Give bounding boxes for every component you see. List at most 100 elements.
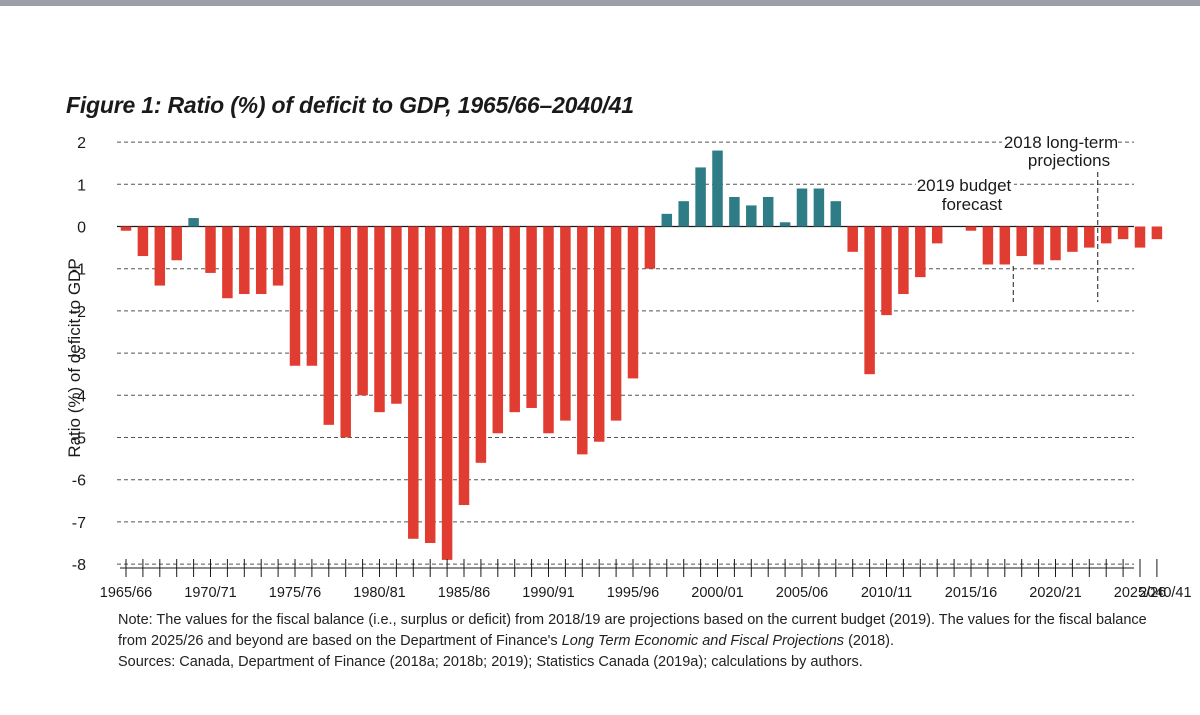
bar [306, 226, 318, 366]
bar [965, 226, 977, 231]
x-tick-label: 1980/81 [353, 585, 405, 601]
bar [610, 226, 622, 421]
bar [1016, 226, 1027, 257]
bar [391, 226, 402, 404]
annotation-bg [916, 172, 1014, 214]
bar [255, 226, 267, 295]
note-suffix: (2018). [844, 633, 895, 649]
y-tick-label: -8 [72, 557, 86, 574]
bar [424, 226, 436, 543]
budget-forecast-label: forecast [942, 195, 1003, 214]
bar [729, 196, 740, 227]
bar [408, 226, 419, 539]
note-text: Note: The values for the fiscal balance … [118, 610, 1148, 652]
bar [678, 201, 689, 227]
bar [1117, 226, 1129, 240]
bar [695, 167, 706, 227]
x-tick-label: 1990/91 [522, 585, 574, 601]
long-term-projections-label: projections [1028, 151, 1110, 170]
y-tick-label: 0 [77, 220, 86, 237]
label-layer: 2 1 0 -1 -2 -3 -4 -5 -6 -7 -8 Ratio (%) of deficit … [65, 130, 1192, 601]
y-axis-title: Ratio (%) of deficit to GDP [65, 258, 84, 457]
bar [1033, 226, 1044, 265]
bar [577, 226, 588, 455]
bar [712, 150, 723, 227]
bar [796, 188, 808, 227]
bar [1084, 226, 1095, 248]
bar [830, 201, 842, 227]
bar [323, 226, 335, 425]
bar [1134, 226, 1146, 248]
y-tick-label: -6 [72, 473, 86, 490]
y-tick-label: -7 [72, 515, 86, 532]
bar [543, 226, 554, 434]
bar [779, 222, 791, 227]
bar [475, 226, 487, 463]
bar [762, 196, 774, 227]
bar [864, 226, 875, 375]
y-tick-label: -2 [72, 304, 86, 321]
y-tick-label: -3 [72, 346, 86, 363]
figure-title: Figure 1: Ratio (%) of deficit to GDP, 1… [66, 92, 634, 118]
figure-note: Note: The values for the fiscal balance … [118, 610, 1148, 673]
y-tick-label: -1 [72, 262, 86, 279]
x-tick-label: 2015/16 [945, 585, 997, 601]
bar [931, 226, 943, 244]
bar [627, 226, 639, 379]
bar [374, 226, 385, 413]
bar [120, 226, 132, 231]
x-tick-label: 2000/01 [691, 585, 743, 601]
axis-layer [120, 164, 1158, 577]
bar [644, 226, 656, 269]
bar [272, 226, 284, 286]
bar [289, 226, 301, 366]
bar [593, 226, 605, 442]
bar [171, 226, 182, 261]
x-tick-label: 2005/06 [776, 585, 828, 601]
y-tick-label: 2 [77, 135, 86, 152]
bar [881, 226, 892, 316]
bar-layer [120, 150, 1163, 560]
sources-text: Sources: Canada, Department of Finance (… [118, 654, 863, 670]
bar [137, 226, 149, 257]
bar [746, 205, 757, 227]
bar [982, 226, 994, 265]
note-prefix: Note: The values for the fiscal balance … [118, 612, 1147, 649]
bar [222, 226, 233, 299]
x-tick-label: 1975/76 [269, 585, 321, 601]
annotation-bg [1002, 130, 1118, 170]
bar [509, 226, 520, 413]
bar [458, 226, 470, 506]
bar [492, 226, 504, 434]
x-tick-label: 1985/86 [438, 585, 490, 601]
bar [1100, 226, 1112, 244]
y-tick-label: -4 [72, 388, 86, 405]
note-italic-title: Long Term Economic and Fiscal Projection… [561, 633, 845, 649]
bar [154, 226, 166, 286]
bar [813, 188, 825, 227]
bar [915, 226, 926, 278]
bar [526, 226, 537, 408]
y-tick-label: 1 [77, 177, 86, 194]
x-tick-label: 1965/66 [100, 585, 152, 601]
bar [1151, 226, 1163, 240]
x-tick-label: 2025/26 [1114, 585, 1166, 601]
x-tick-label: 1970/71 [184, 585, 236, 601]
long-term-projections-label: 2018 long-term [1004, 133, 1118, 152]
bar [847, 226, 858, 252]
x-tick-label: 2020/21 [1029, 585, 1081, 601]
bar [1067, 226, 1078, 252]
bar [205, 226, 216, 273]
bar [188, 218, 199, 227]
top-bar [0, 0, 1200, 6]
y-tick-label: -5 [72, 431, 86, 448]
bar [357, 226, 368, 396]
bar [340, 226, 351, 438]
bar [239, 226, 250, 295]
bar [560, 226, 571, 421]
x-tick-label: 1995/96 [607, 585, 659, 601]
bar [898, 226, 909, 295]
bar [441, 226, 453, 560]
bar [1050, 226, 1061, 261]
